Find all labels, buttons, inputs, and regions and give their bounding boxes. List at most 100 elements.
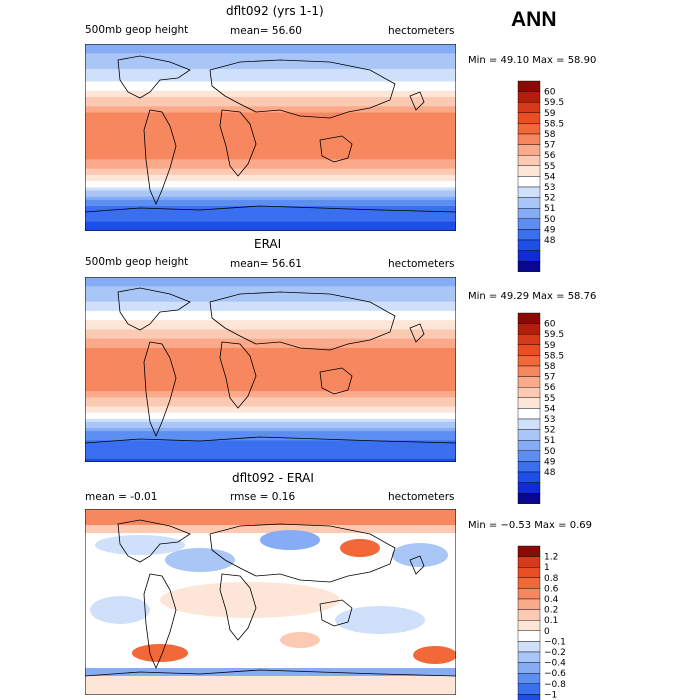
colorbar-swatch xyxy=(517,556,541,568)
contour-band xyxy=(85,59,456,64)
colorbar-swatch xyxy=(517,461,541,473)
colorbar-tick-label: 58 xyxy=(544,362,556,372)
contour-band xyxy=(85,227,456,231)
colorbar-tick-label: 0.6 xyxy=(544,584,559,594)
colorbar-swatch xyxy=(517,186,541,198)
panel1-title: dflt092 (yrs 1-1) xyxy=(226,4,324,18)
contour-band xyxy=(85,146,456,151)
contour-band xyxy=(85,326,456,331)
colorbar-tick-label: 56 xyxy=(544,383,556,393)
colorbar-tick-label: −0.1 xyxy=(544,637,566,647)
contour-band xyxy=(85,351,456,355)
contour-band xyxy=(85,418,456,423)
colorbar-tick-label: 50 xyxy=(544,447,556,457)
contour-band xyxy=(85,372,456,377)
contour-band xyxy=(85,96,456,101)
contour-band xyxy=(85,283,456,287)
colorbar-swatch xyxy=(517,323,541,335)
season-label: ANN xyxy=(511,8,557,31)
colorbar-swatch xyxy=(517,261,541,273)
contour-band xyxy=(85,452,456,457)
contour-band xyxy=(85,391,456,395)
contour-band xyxy=(85,206,456,210)
colorbar-tick-label: −0.6 xyxy=(544,669,566,679)
colorbar-swatch xyxy=(517,165,541,177)
colorbar-tick-label: 59.5 xyxy=(544,330,564,340)
contour-band xyxy=(85,72,456,76)
colorbar-tick-label: 48 xyxy=(544,468,556,478)
panel2-mean-label: mean= 56.61 xyxy=(230,258,302,270)
contour-band xyxy=(85,209,456,213)
contour-band xyxy=(85,165,456,170)
contour-band xyxy=(85,381,456,386)
colorbar-swatch xyxy=(517,440,541,452)
colorbar-tick-label: 0.2 xyxy=(544,606,558,616)
contour-band xyxy=(85,168,456,173)
panel2-title: ERAI xyxy=(254,237,282,251)
contour-band xyxy=(85,301,456,306)
contour-band xyxy=(85,415,456,420)
panel3-map xyxy=(85,509,456,695)
colorbar-swatch xyxy=(517,144,541,156)
panel1-map xyxy=(85,44,456,231)
contour-band xyxy=(85,369,456,374)
contour-band xyxy=(85,412,456,417)
contour-band xyxy=(85,190,456,195)
colorbar-swatch xyxy=(517,112,541,124)
colorbar-swatch xyxy=(517,577,541,589)
colorbar-tick-label: 52 xyxy=(544,426,555,436)
contour-band xyxy=(85,434,456,438)
colorbar-tick-label: 55 xyxy=(544,162,555,172)
contour-band xyxy=(85,341,456,346)
contour-band xyxy=(85,162,456,167)
contour-band xyxy=(85,221,456,226)
colorbar-swatch xyxy=(517,376,541,388)
contour-band xyxy=(85,344,456,349)
contour-band xyxy=(85,320,456,324)
coastlines xyxy=(85,55,456,213)
contour-band xyxy=(85,140,456,145)
colorbar-tick-label: −0.2 xyxy=(544,648,566,658)
contour-band xyxy=(85,75,456,79)
colorbar-swatch xyxy=(517,397,541,409)
colorbar-tick-label: 59.5 xyxy=(544,98,564,108)
colorbar-swatch xyxy=(517,588,541,600)
contour-band xyxy=(85,199,456,204)
colorbar-tick-label: 54 xyxy=(544,172,556,182)
contour-band xyxy=(85,56,456,61)
colorbar-swatch xyxy=(517,630,541,642)
contour-band xyxy=(85,307,456,312)
colorbar-swatch xyxy=(517,91,541,103)
contour-band xyxy=(85,335,456,340)
contour-band xyxy=(85,178,456,182)
colorbar-tick-label: 59 xyxy=(544,341,556,351)
contour-band xyxy=(85,153,456,157)
contour-band xyxy=(85,314,456,318)
colorbar-tick-label: 60 xyxy=(544,88,556,98)
colorbar-tick-label: 57 xyxy=(544,373,555,383)
contour-band xyxy=(85,78,456,82)
contour-band xyxy=(85,317,456,321)
colorbar-swatch xyxy=(517,673,541,685)
contour-band xyxy=(85,87,456,92)
contour-band xyxy=(85,93,456,98)
colorbar-tick-label: 51 xyxy=(544,436,555,446)
contour-band xyxy=(85,397,456,401)
contour-band xyxy=(85,143,456,148)
colorbar-tick-label: 53 xyxy=(544,415,555,425)
colorbar-swatch xyxy=(517,312,541,324)
contour-band xyxy=(85,388,456,392)
contour-band xyxy=(85,304,456,309)
contour-band xyxy=(85,215,456,220)
contour-band xyxy=(85,425,456,429)
contour-band xyxy=(85,332,456,337)
panel3-minmax: Min = −0.53 Max = 0.69 xyxy=(468,520,592,531)
contour-band xyxy=(85,295,456,300)
colorbar-tick-label: 1.2 xyxy=(544,553,558,563)
panel3-mean-label: mean = -0.01 xyxy=(85,491,158,503)
panel1-units-label: hectometers xyxy=(388,25,455,37)
contour-band xyxy=(85,149,456,154)
contour-band xyxy=(85,193,456,198)
